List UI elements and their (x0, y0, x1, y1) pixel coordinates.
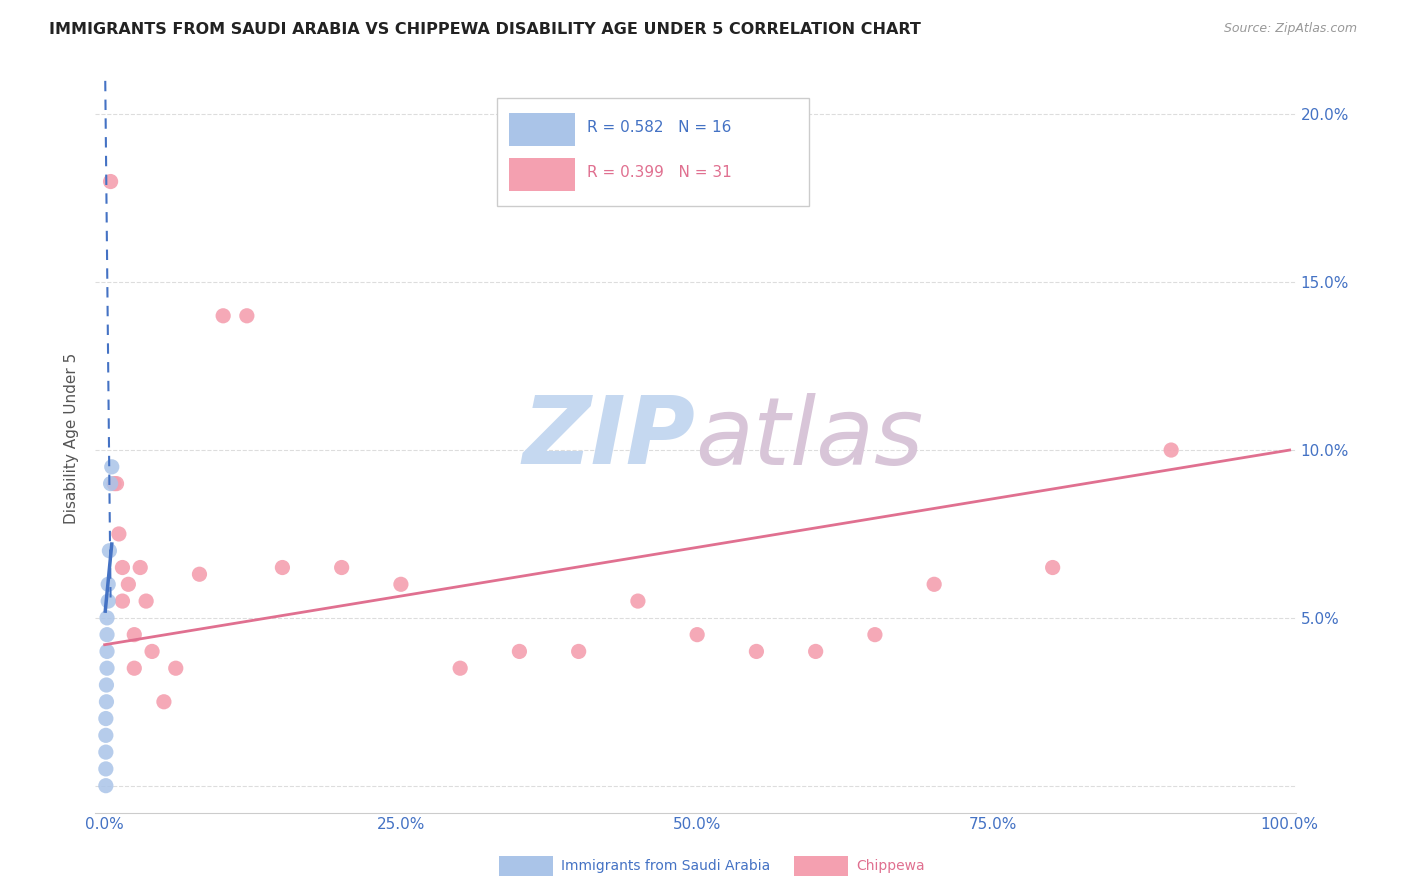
Point (111, 560, 134, 574)
Point (124, 661, 146, 675)
Point (94, 779, 117, 793)
Point (271, 560, 294, 574)
Point (745, 644, 768, 658)
Point (97, 577, 120, 591)
Text: IMMIGRANTS FROM SAUDI ARABIA VS CHIPPEWA DISABILITY AGE UNDER 5 CORRELATION CHAR: IMMIGRANTS FROM SAUDI ARABIA VS CHIPPEWA… (49, 22, 921, 37)
Point (94, 728, 117, 742)
Point (449, 661, 471, 675)
Point (96, 678, 118, 692)
Y-axis label: Disability Age Under 5: Disability Age Under 5 (65, 352, 79, 524)
Text: Chippewa: Chippewa (856, 859, 925, 873)
Point (96, 627, 118, 641)
Point (94, 762, 117, 776)
Point (96, 644, 118, 658)
Point (100, 175, 122, 189)
Point (389, 577, 412, 591)
Point (568, 644, 591, 658)
Text: R = 0.582   N = 16: R = 0.582 N = 16 (588, 120, 731, 136)
FancyBboxPatch shape (509, 112, 575, 146)
Text: R = 0.399   N = 31: R = 0.399 N = 31 (588, 165, 733, 180)
Point (153, 695, 176, 709)
Point (117, 577, 139, 591)
Point (124, 627, 146, 641)
Point (188, 567, 211, 582)
Point (627, 594, 650, 608)
Point (1160, 443, 1182, 458)
Point (96, 611, 118, 625)
Point (135, 594, 157, 608)
Point (165, 661, 187, 675)
Text: atlas: atlas (696, 392, 924, 483)
Point (212, 309, 235, 323)
Point (922, 577, 945, 591)
Point (100, 476, 122, 491)
Point (804, 644, 827, 658)
Point (103, 476, 125, 491)
Point (97, 594, 120, 608)
FancyBboxPatch shape (509, 158, 575, 191)
Point (111, 594, 134, 608)
Point (100, 459, 122, 474)
Point (96, 661, 118, 675)
Point (236, 309, 259, 323)
Point (863, 627, 886, 641)
Point (141, 644, 163, 658)
Text: Immigrants from Saudi Arabia: Immigrants from Saudi Arabia (561, 859, 770, 873)
Point (686, 627, 709, 641)
Point (96, 695, 118, 709)
Point (94, 712, 117, 726)
Point (508, 644, 530, 658)
FancyBboxPatch shape (498, 98, 810, 206)
Point (94, 745, 117, 759)
Text: Source: ZipAtlas.com: Source: ZipAtlas.com (1223, 22, 1357, 36)
Point (105, 476, 128, 491)
Point (129, 560, 152, 574)
Point (330, 560, 353, 574)
Point (108, 527, 131, 541)
Point (98, 543, 121, 558)
Point (1042, 560, 1064, 574)
Text: ZIP: ZIP (523, 392, 696, 484)
